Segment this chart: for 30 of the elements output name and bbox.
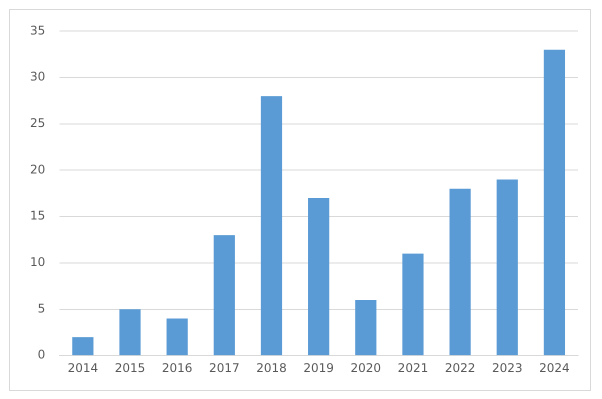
bar bbox=[496, 179, 518, 356]
bar bbox=[166, 318, 188, 356]
bar bbox=[355, 300, 376, 356]
bar bbox=[119, 309, 141, 356]
x-tick-label: 2019 bbox=[303, 360, 334, 375]
x-tick-label: 2016 bbox=[162, 360, 192, 375]
y-tick-label: 10 bbox=[30, 255, 46, 270]
y-tick-label: 0 bbox=[38, 348, 46, 362]
y-tick-label: 20 bbox=[30, 162, 46, 176]
y-tick-label: 5 bbox=[38, 301, 46, 316]
x-tick-label: 2023 bbox=[492, 360, 523, 375]
bar bbox=[72, 337, 94, 356]
bar bbox=[402, 254, 424, 356]
x-tick-label: 2024 bbox=[539, 360, 570, 375]
x-tick-label: 2021 bbox=[398, 360, 428, 375]
y-tick-label: 15 bbox=[30, 208, 46, 223]
bar bbox=[308, 198, 330, 356]
y-tick-label: 30 bbox=[30, 70, 46, 84]
x-tick-label: 2018 bbox=[256, 360, 287, 375]
bar bbox=[544, 50, 566, 356]
y-tick-label: 25 bbox=[30, 116, 46, 130]
bar bbox=[214, 235, 235, 356]
x-tick-label: 2020 bbox=[350, 360, 382, 375]
bar bbox=[260, 96, 282, 356]
x-tick-label: 2022 bbox=[444, 360, 476, 375]
x-tick-label: 2015 bbox=[114, 360, 146, 375]
bar bbox=[449, 188, 471, 356]
y-tick-label: 35 bbox=[30, 23, 46, 38]
x-tick-label: 2014 bbox=[68, 360, 98, 375]
x-tick-label: 2017 bbox=[209, 360, 240, 375]
